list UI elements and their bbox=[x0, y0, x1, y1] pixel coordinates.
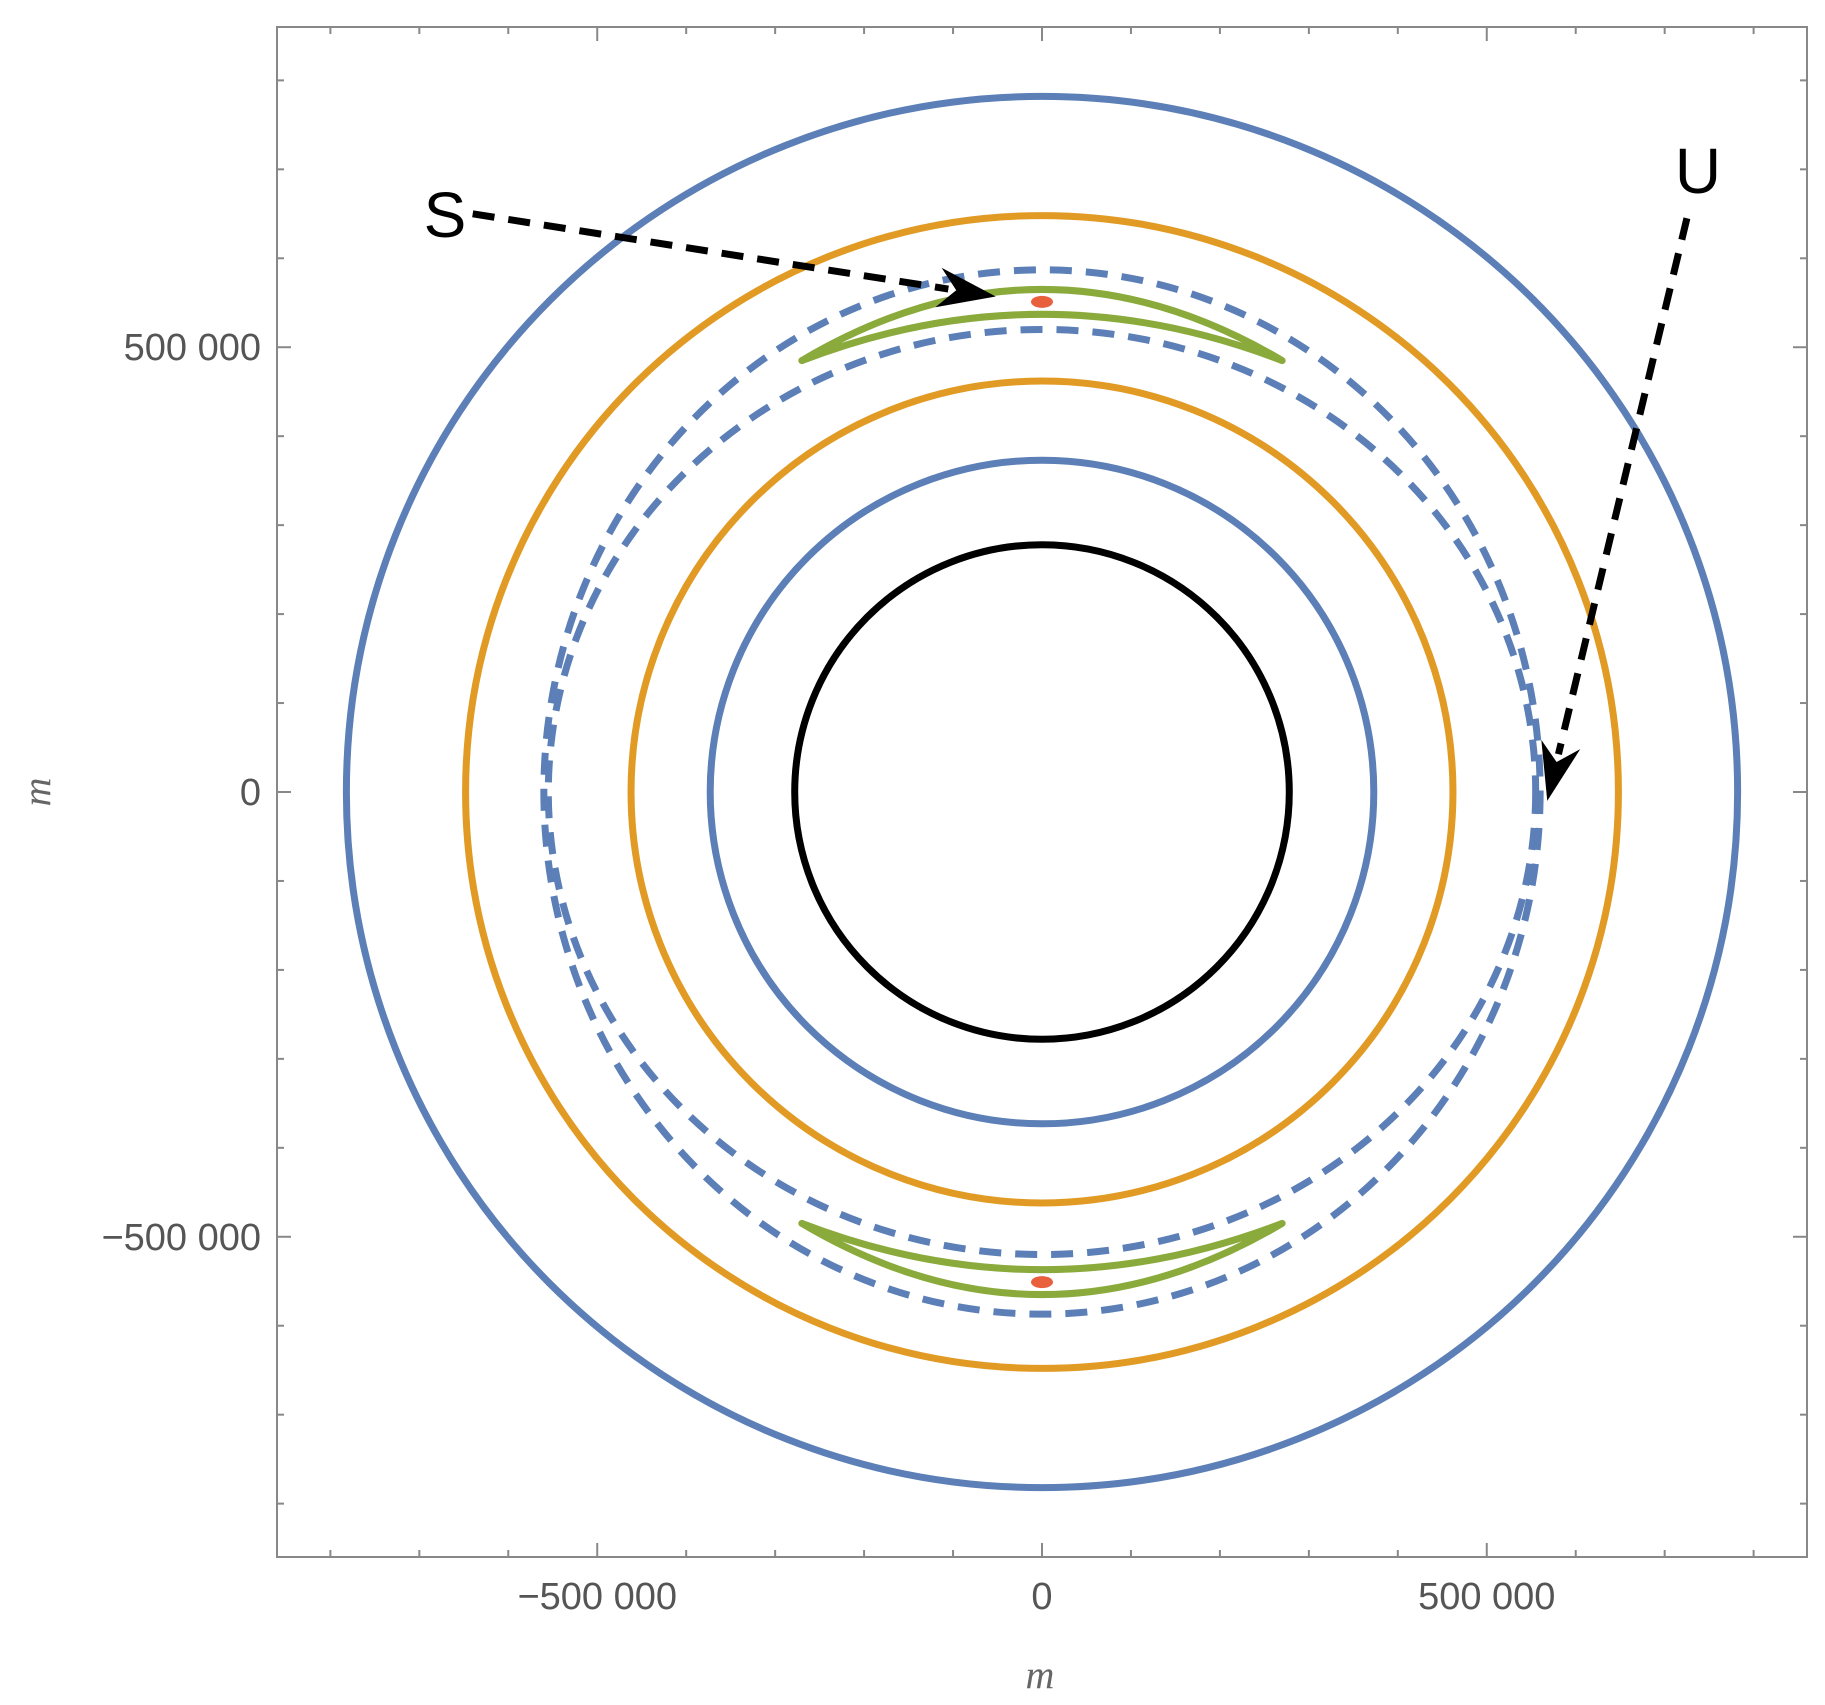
y-tick-label: 0 bbox=[240, 772, 261, 814]
x-tick-label: 0 bbox=[1031, 1576, 1052, 1618]
arrow-S-head bbox=[935, 267, 996, 308]
red-marker bbox=[1031, 295, 1053, 308]
orange-circle bbox=[627, 377, 1457, 1207]
arrow-U-shaft bbox=[1555, 217, 1691, 756]
dashed-inner-ring bbox=[544, 325, 1540, 1259]
dashed-outer-ring bbox=[540, 266, 1544, 1318]
y-tick-label: −500 000 bbox=[101, 1217, 261, 1259]
plot-curves bbox=[342, 92, 1742, 1492]
black-circle bbox=[791, 541, 1293, 1043]
axis-ticks bbox=[277, 27, 1807, 1557]
annotation-label-S: S bbox=[424, 179, 467, 251]
blue-circle bbox=[706, 456, 1378, 1128]
arrow-S-shaft bbox=[472, 210, 949, 293]
plot-frame bbox=[276, 26, 1808, 1558]
y-tick-label: 500 000 bbox=[124, 327, 261, 369]
y-axis-label: m bbox=[14, 778, 59, 807]
annotation-label-U: U bbox=[1675, 135, 1721, 207]
x-axis-label: m bbox=[1026, 1652, 1055, 1697]
tick-labels: −500 000 0 500 000 −500 000 0 500 000 bbox=[101, 327, 1555, 1618]
annotations: SU bbox=[424, 135, 1721, 801]
x-tick-label: −500 000 bbox=[517, 1576, 677, 1618]
blue-circle bbox=[342, 92, 1742, 1492]
green-crescent-bottom bbox=[798, 1219, 1286, 1299]
x-tick-label: 500 000 bbox=[1418, 1576, 1555, 1618]
arrow-U-head bbox=[1541, 739, 1581, 801]
orange-circle bbox=[462, 212, 1622, 1372]
red-marker bbox=[1031, 1276, 1053, 1289]
